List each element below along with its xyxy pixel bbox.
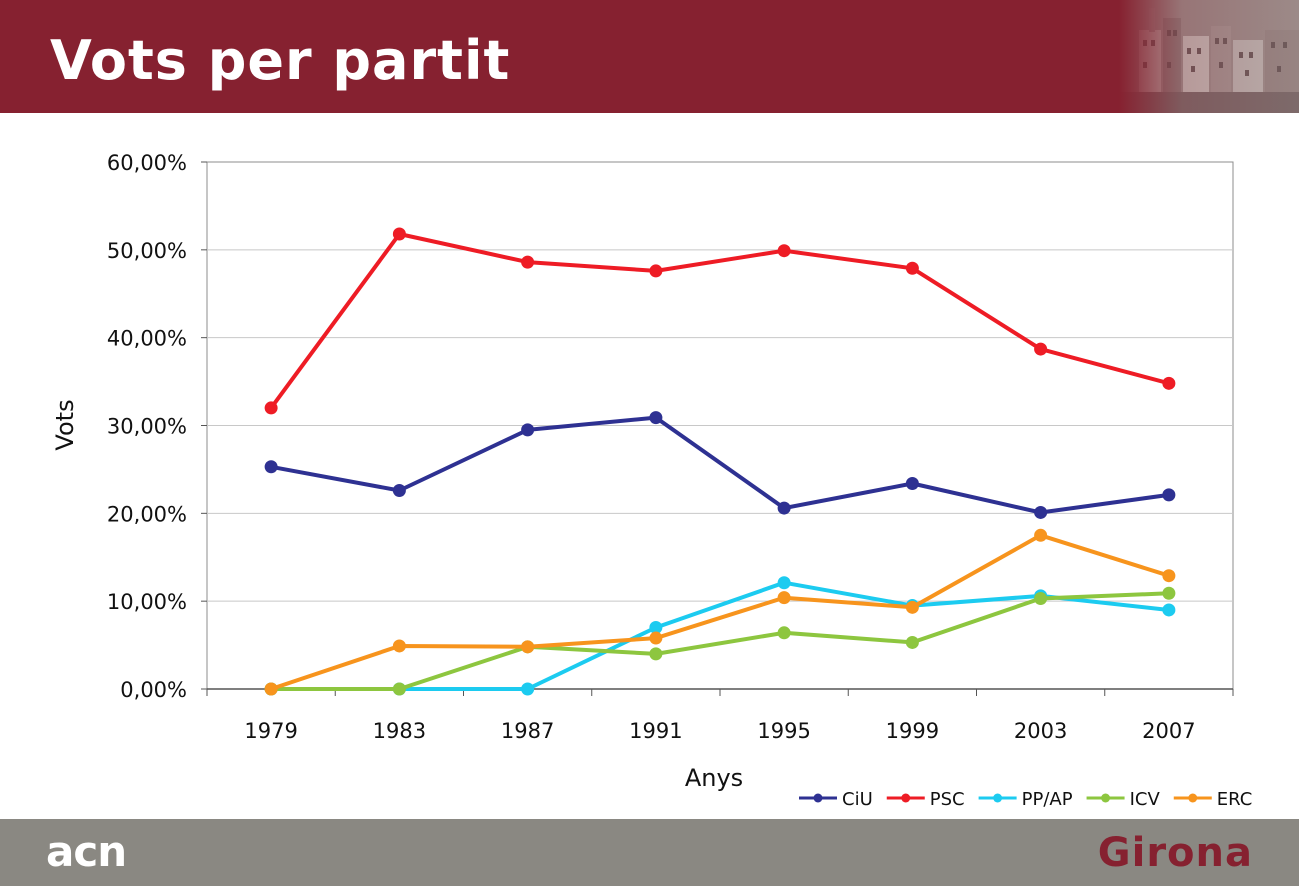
- acn-logo: acn: [46, 832, 127, 874]
- legend-label-erc: ERC: [1217, 789, 1253, 810]
- data-point-psc: [521, 255, 535, 269]
- data-point-pp-ap: [521, 682, 535, 696]
- x-tick-label: 2003: [1014, 719, 1067, 743]
- chart-area: 0,00% 10,00% 20,00% 30,00% 40,00% 50,00% 60,00…: [0, 113, 1299, 819]
- y-tick-label: 60,00%: [107, 151, 187, 175]
- legend-label-psc: PSC: [930, 789, 965, 810]
- page-title: Vots per partit: [50, 29, 511, 92]
- legend-label-pp-ap: PP/AP: [1022, 789, 1073, 810]
- data-point-psc: [777, 244, 791, 258]
- data-point-psc: [392, 227, 406, 241]
- data-point-erc: [1162, 569, 1176, 583]
- x-tick-label: 1979: [244, 719, 297, 743]
- data-point-ciu: [521, 423, 535, 437]
- data-point-psc: [1162, 376, 1176, 390]
- footer-bar: acn Girona: [0, 819, 1299, 886]
- data-point-icv: [1162, 586, 1176, 600]
- legend-marker-erc: [1188, 793, 1198, 803]
- svg-text:acn: acn: [46, 832, 126, 874]
- y-tick-label: 40,00%: [107, 327, 187, 351]
- data-point-erc: [905, 600, 919, 614]
- series-line-ciu: [270, 415, 1170, 515]
- data-point-erc: [392, 639, 406, 653]
- legend-label-ciu: CiU: [842, 789, 873, 810]
- data-point-icv: [392, 682, 406, 696]
- data-point-ciu: [264, 460, 278, 474]
- data-point-ciu: [1162, 488, 1176, 502]
- series-line-icv: [271, 591, 1169, 691]
- data-point-pp-ap: [1162, 603, 1176, 617]
- data-point-erc: [777, 591, 791, 605]
- data-point-icv: [777, 626, 791, 640]
- data-point-erc: [1034, 528, 1048, 542]
- data-point-icv: [649, 647, 663, 661]
- legend-marker-ciu: [813, 793, 823, 803]
- y-tick-label: 50,00%: [107, 239, 187, 263]
- x-tick-label: 1987: [501, 719, 554, 743]
- x-tick-label: 1983: [373, 719, 426, 743]
- footer-city-label: Girona: [1097, 830, 1253, 876]
- line-chart: 0,00% 10,00% 20,00% 30,00% 40,00% 50,00% 60,00…: [51, 151, 1253, 810]
- data-point-pp-ap: [777, 576, 791, 590]
- data-point-ciu: [905, 476, 919, 490]
- data-point-psc: [1034, 342, 1048, 356]
- data-point-psc: [264, 401, 278, 415]
- data-point-icv: [1034, 592, 1048, 606]
- x-tick-label: 1991: [629, 719, 682, 743]
- data-point-psc: [649, 264, 663, 278]
- y-axis-title: Vots: [51, 399, 79, 450]
- legend-marker-pp-ap: [993, 793, 1003, 803]
- data-point-icv: [905, 635, 919, 649]
- series-line-pp-ap: [271, 580, 1170, 691]
- header-city-photo: [1119, 0, 1299, 113]
- data-point-erc: [649, 631, 663, 645]
- y-tick-label: 20,00%: [107, 502, 187, 526]
- x-tick-label: 1995: [757, 719, 810, 743]
- legend-label-icv: ICV: [1130, 789, 1161, 810]
- data-point-pp-ap: [649, 621, 663, 635]
- legend-marker-icv: [1101, 793, 1111, 803]
- data-point-erc: [521, 640, 535, 654]
- x-tick-label: 1999: [886, 719, 939, 743]
- data-point-ciu: [649, 411, 663, 425]
- data-point-psc: [905, 261, 919, 275]
- y-tick-label: 30,00%: [107, 415, 187, 439]
- header-bar: Vots per partit: [0, 0, 1299, 113]
- x-axis-title: Anys: [685, 764, 743, 792]
- data-point-ciu: [1034, 505, 1048, 519]
- legend-marker-psc: [901, 793, 911, 803]
- data-point-ciu: [777, 501, 791, 515]
- series-line-psc: [269, 232, 1170, 410]
- y-tick-label: 0,00%: [120, 678, 187, 702]
- x-tick-label: 2007: [1142, 719, 1195, 743]
- data-point-ciu: [392, 483, 406, 497]
- series-line-erc: [270, 533, 1170, 691]
- data-point-erc: [264, 682, 278, 696]
- y-tick-label: 10,00%: [107, 590, 187, 614]
